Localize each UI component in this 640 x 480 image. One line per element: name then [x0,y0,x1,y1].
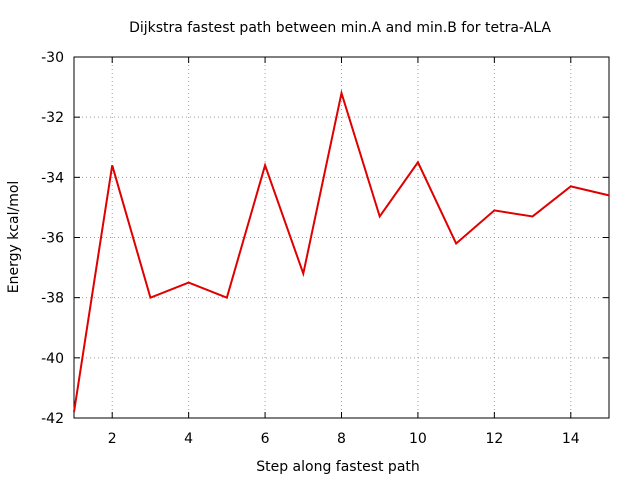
series-line [73,89,610,413]
y-tick-label: -36 [41,231,64,247]
x-tick-label: 14 [562,431,580,447]
x-tick-label: 2 [108,431,117,447]
y-tick-label: -40 [41,351,64,367]
x-axis-label: Step along fastest path [256,459,420,475]
y-tick-label: -38 [41,291,64,307]
x-tick-label: 4 [184,431,193,447]
x-tick-label: 10 [409,431,427,447]
series-group [73,89,610,413]
y-tick-label: -42 [41,411,64,427]
chart-title: Dijkstra fastest path between min.A and … [129,20,551,36]
y-tick-label: -30 [41,50,64,66]
axis-ticks: 2 4 6 8 10 12 14 -42 -40 -38 -36 -34 -32 -30 [41,50,609,447]
grid [74,57,609,418]
x-tick-label: 8 [337,431,346,447]
x-tick-label: 6 [261,431,270,447]
y-tick-label: -32 [41,110,64,126]
y-axis-label: Energy kcal/mol [6,181,22,294]
y-tick-label: -34 [41,170,64,186]
x-tick-label: 12 [485,431,503,447]
